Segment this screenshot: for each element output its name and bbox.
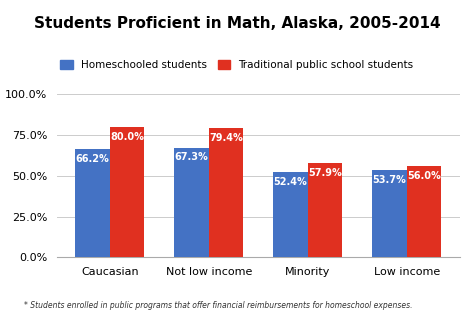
Text: * Students enrolled in public programs that offer financial reimbursements for h: * Students enrolled in public programs t… xyxy=(24,301,412,310)
Text: 53.7%: 53.7% xyxy=(373,175,406,185)
Bar xyxy=(75,149,110,257)
Text: Students Proficient in Math, Alaska, 2005-2014: Students Proficient in Math, Alaska, 200… xyxy=(34,16,440,31)
Text: 57.9%: 57.9% xyxy=(308,168,342,178)
Text: 79.4%: 79.4% xyxy=(210,133,243,143)
Bar xyxy=(209,128,244,257)
Bar xyxy=(110,127,145,257)
Text: 80.0%: 80.0% xyxy=(110,132,144,142)
Text: 67.3%: 67.3% xyxy=(174,153,209,162)
Bar xyxy=(308,163,343,257)
Bar xyxy=(407,166,441,257)
Bar xyxy=(372,170,407,257)
Legend: Homeschooled students, Traditional public school students: Homeschooled students, Traditional publi… xyxy=(56,56,418,74)
Bar xyxy=(273,172,308,257)
Bar xyxy=(174,148,209,257)
Text: 52.4%: 52.4% xyxy=(273,177,307,187)
Text: 66.2%: 66.2% xyxy=(76,154,109,164)
Text: 56.0%: 56.0% xyxy=(407,171,441,181)
